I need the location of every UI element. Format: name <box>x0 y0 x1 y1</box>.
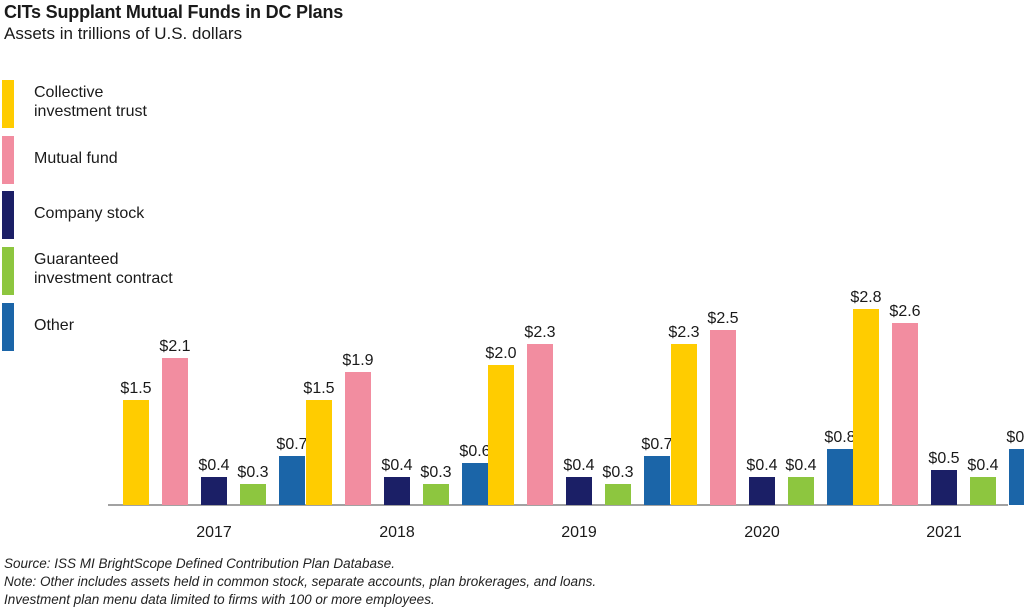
legend-item-other: Other <box>0 303 240 351</box>
data-label-other-2017: $0.7 <box>276 436 307 453</box>
bar-mutual-fund-2020 <box>710 330 736 505</box>
bar-collective-investment-trust-2021 <box>853 309 879 505</box>
data-label-guaranteed-investment-contract-2021: $0.4 <box>967 457 998 474</box>
bar-collective-investment-trust-2017 <box>123 400 149 505</box>
bar-other-2021 <box>1009 449 1024 505</box>
legend-label-mutual-fund: Mutual fund <box>34 150 118 167</box>
data-label-other-2019: $0.7 <box>641 436 672 453</box>
data-label-guaranteed-investment-contract-2017: $0.3 <box>237 464 268 481</box>
legend-item-mutual-fund: Mutual fund <box>0 136 240 184</box>
data-label-guaranteed-investment-contract-2018: $0.3 <box>420 464 451 481</box>
bar-collective-investment-trust-2020 <box>671 344 697 505</box>
bar-company-stock-2020 <box>749 477 775 505</box>
data-label-other-2018: $0.6 <box>459 443 490 460</box>
bar-collective-investment-trust-2018 <box>306 400 332 505</box>
bar-guaranteed-investment-contract-2019 <box>605 484 631 505</box>
source-note: Source: ISS MI BrightScope Defined Contr… <box>4 556 395 571</box>
legend-swatch-other <box>2 303 14 351</box>
legend-swatch-company-stock <box>2 191 14 239</box>
legend-swatch-cit <box>2 80 14 128</box>
bar-mutual-fund-2017 <box>162 358 188 505</box>
chart-notes: Source: ISS MI BrightScope Defined Contr… <box>4 555 596 609</box>
data-label-collective-investment-trust-2017: $1.5 <box>120 380 151 397</box>
bar-guaranteed-investment-contract-2018 <box>423 484 449 505</box>
data-label-mutual-fund-2020: $2.5 <box>707 310 738 327</box>
legend-label-company-stock: Company stock <box>34 205 145 222</box>
bar-mutual-fund-2021 <box>892 323 918 505</box>
data-label-company-stock-2017: $0.4 <box>198 457 229 474</box>
data-label-mutual-fund-2019: $2.3 <box>524 324 555 341</box>
data-label-collective-investment-trust-2018: $1.5 <box>303 380 334 397</box>
x-tick-label-2018: 2018 <box>379 524 415 541</box>
bar-company-stock-2019 <box>566 477 592 505</box>
bar-mutual-fund-2019 <box>527 344 553 505</box>
legend-item-gic: Guaranteed investment contract <box>0 247 240 295</box>
data-label-other-2020: $0.8 <box>824 429 855 446</box>
data-label-mutual-fund-2018: $1.9 <box>342 352 373 369</box>
bar-mutual-fund-2018 <box>345 372 371 505</box>
bar-company-stock-2021 <box>931 470 957 505</box>
bar-guaranteed-investment-contract-2021 <box>970 477 996 505</box>
legend-label-cit: Collective investment trust <box>34 84 147 120</box>
chart-subtitle: Assets in trillions of U.S. dollars <box>4 24 243 43</box>
legend-label-gic: Guaranteed investment contract <box>34 251 173 287</box>
data-limit-note: Investment plan menu data limited to fir… <box>4 592 435 607</box>
bar-guaranteed-investment-contract-2020 <box>788 477 814 505</box>
bar-other-2020 <box>827 449 853 505</box>
bar-company-stock-2018 <box>384 477 410 505</box>
legend-swatch-mutual-fund <box>2 136 14 184</box>
other-note: Note: Other includes assets held in comm… <box>4 574 597 589</box>
data-label-company-stock-2019: $0.4 <box>563 457 594 474</box>
x-tick-label-2019: 2019 <box>561 524 597 541</box>
data-label-mutual-fund-2017: $2.1 <box>159 338 190 355</box>
data-label-guaranteed-investment-contract-2020: $0.4 <box>785 457 816 474</box>
data-label-collective-investment-trust-2021: $2.8 <box>850 289 881 306</box>
x-tick-label-2020: 2020 <box>744 524 780 541</box>
bar-other-2017 <box>279 456 305 505</box>
legend-swatch-gic <box>2 247 14 295</box>
legend-label-other: Other <box>34 317 75 334</box>
bar-other-2018 <box>462 463 488 505</box>
data-label-other-2021: $0.8 <box>1006 429 1024 446</box>
legend-item-cit: Collective investment trust <box>0 80 240 128</box>
bar-guaranteed-investment-contract-2017 <box>240 484 266 505</box>
bar-chart: $1.5 $2.1 $0.4 $0.3 $0.7 2017 $1.5 $1.9 $0.4 $0.3… <box>108 289 1024 541</box>
data-label-mutual-fund-2021: $2.6 <box>889 303 920 320</box>
legend-item-company-stock: Company stock <box>0 191 240 239</box>
data-label-guaranteed-investment-contract-2019: $0.3 <box>602 464 633 481</box>
chart-title: CITs Supplant Mutual Funds in DC Plans <box>4 2 344 22</box>
x-tick-label-2021: 2021 <box>926 524 962 541</box>
bar-other-2019 <box>644 456 670 505</box>
bar-collective-investment-trust-2019 <box>488 365 514 505</box>
data-label-collective-investment-trust-2019: $2.0 <box>485 345 516 362</box>
data-label-collective-investment-trust-2020: $2.3 <box>668 324 699 341</box>
bar-company-stock-2017 <box>201 477 227 505</box>
data-label-company-stock-2021: $0.5 <box>928 450 959 467</box>
x-tick-label-2017: 2017 <box>196 524 232 541</box>
data-label-company-stock-2018: $0.4 <box>381 457 412 474</box>
data-label-company-stock-2020: $0.4 <box>746 457 777 474</box>
